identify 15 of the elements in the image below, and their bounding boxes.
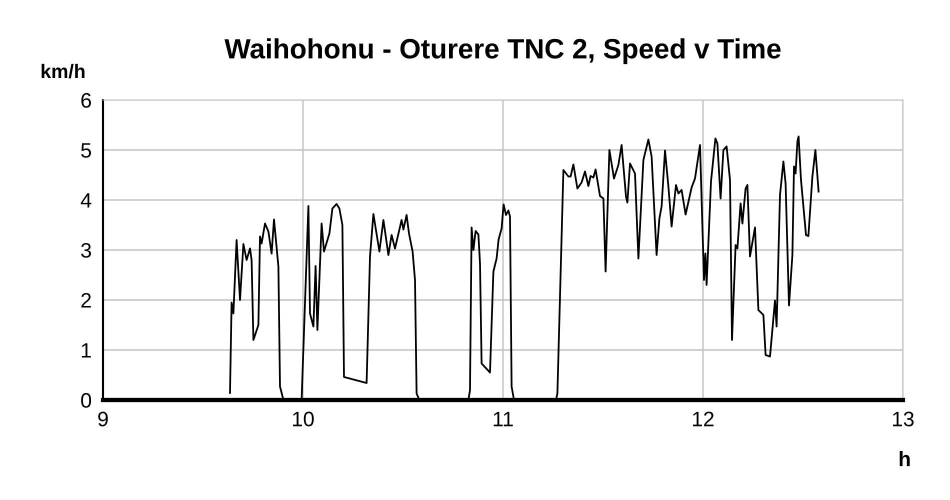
x-tick-label: 10	[293, 412, 314, 426]
y-tick-label: 6	[81, 93, 91, 108]
chart-title: Waihohonu - Oturere TNC 2, Speed v Time	[224, 38, 781, 64]
y-tick-label: 2	[81, 293, 91, 308]
x-tick-label: 12	[693, 412, 714, 426]
x-tick-label: 13	[893, 412, 914, 426]
x-tick-label: 9	[98, 412, 108, 426]
y-tick-label: 0	[81, 393, 92, 408]
y-tick-label: 4	[80, 193, 92, 208]
y-axis-title: km/h	[42, 64, 84, 78]
y-tick-label: 1	[82, 343, 91, 358]
x-axis-title: h	[900, 451, 910, 466]
x-tick-label: 11	[494, 412, 513, 426]
y-tick-label: 5	[81, 143, 92, 158]
y-tick-label: 3	[81, 243, 91, 258]
